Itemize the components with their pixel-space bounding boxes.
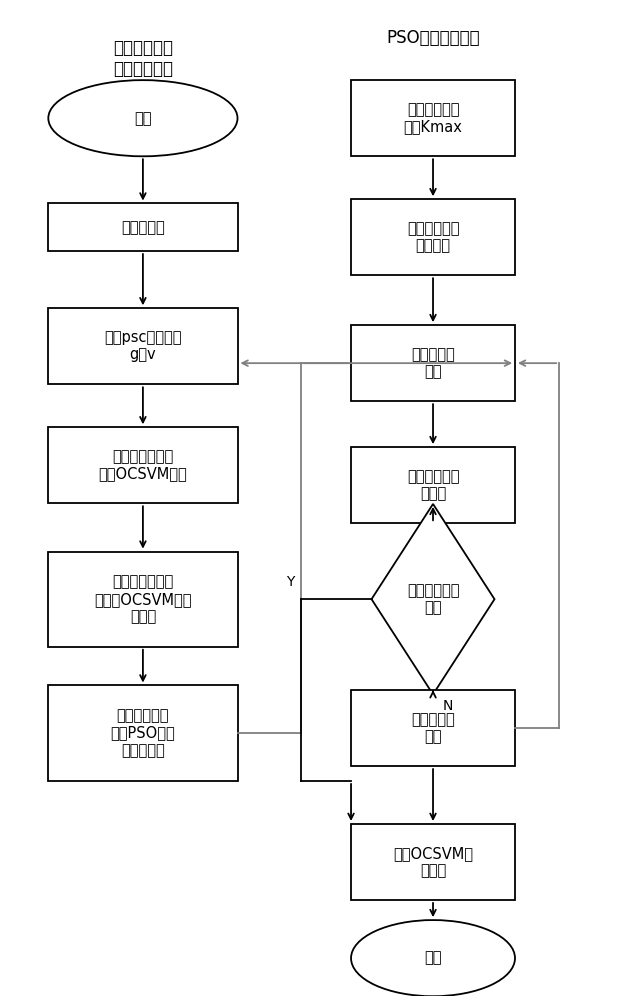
Text: N: N — [442, 699, 453, 713]
Text: 接受psc优化参数
g和v: 接受psc优化参数 g和v — [104, 330, 181, 362]
FancyBboxPatch shape — [49, 552, 238, 647]
FancyBboxPatch shape — [351, 447, 515, 523]
Text: 训练样本集: 训练样本集 — [121, 220, 165, 235]
Text: PSO参数寻优模型: PSO参数寻优模型 — [386, 29, 480, 47]
Text: 返回准确率值
作为PSO模型
的适应度值: 返回准确率值 作为PSO模型 的适应度值 — [111, 708, 175, 758]
Text: 速度与位置
更新: 速度与位置 更新 — [411, 712, 455, 744]
FancyBboxPatch shape — [49, 203, 238, 251]
Polygon shape — [371, 504, 495, 694]
FancyBboxPatch shape — [49, 685, 238, 781]
Text: 构造对偶模型并
求解OCSVM模型: 构造对偶模型并 求解OCSVM模型 — [98, 449, 187, 481]
Text: 计算交叉验证意
义下的OCSVM分类
准确率: 计算交叉验证意 义下的OCSVM分类 准确率 — [94, 574, 192, 624]
Text: Y: Y — [286, 575, 295, 589]
Text: 单类支持向量
异常检测模型: 单类支持向量 异常检测模型 — [113, 39, 173, 78]
FancyBboxPatch shape — [351, 690, 515, 766]
FancyBboxPatch shape — [351, 199, 515, 275]
FancyBboxPatch shape — [49, 308, 238, 384]
Text: 个体与群体极
值更新: 个体与群体极 值更新 — [407, 469, 459, 501]
Text: 设置最大迭代
步数Kmax: 设置最大迭代 步数Kmax — [404, 102, 463, 134]
FancyBboxPatch shape — [351, 80, 515, 156]
Text: 开始: 开始 — [134, 111, 151, 126]
Text: 粒子适应度
计算: 粒子适应度 计算 — [411, 347, 455, 379]
Ellipse shape — [49, 80, 238, 156]
Text: 结束: 结束 — [424, 951, 442, 966]
FancyBboxPatch shape — [351, 325, 515, 401]
Text: 初始化种群位
置和速度: 初始化种群位 置和速度 — [407, 221, 459, 253]
Text: 是否满足退出
条件: 是否满足退出 条件 — [407, 583, 459, 615]
Text: 得到OCSVM最
优参数: 得到OCSVM最 优参数 — [393, 846, 473, 878]
FancyBboxPatch shape — [351, 824, 515, 900]
FancyBboxPatch shape — [49, 427, 238, 503]
Ellipse shape — [351, 920, 515, 996]
